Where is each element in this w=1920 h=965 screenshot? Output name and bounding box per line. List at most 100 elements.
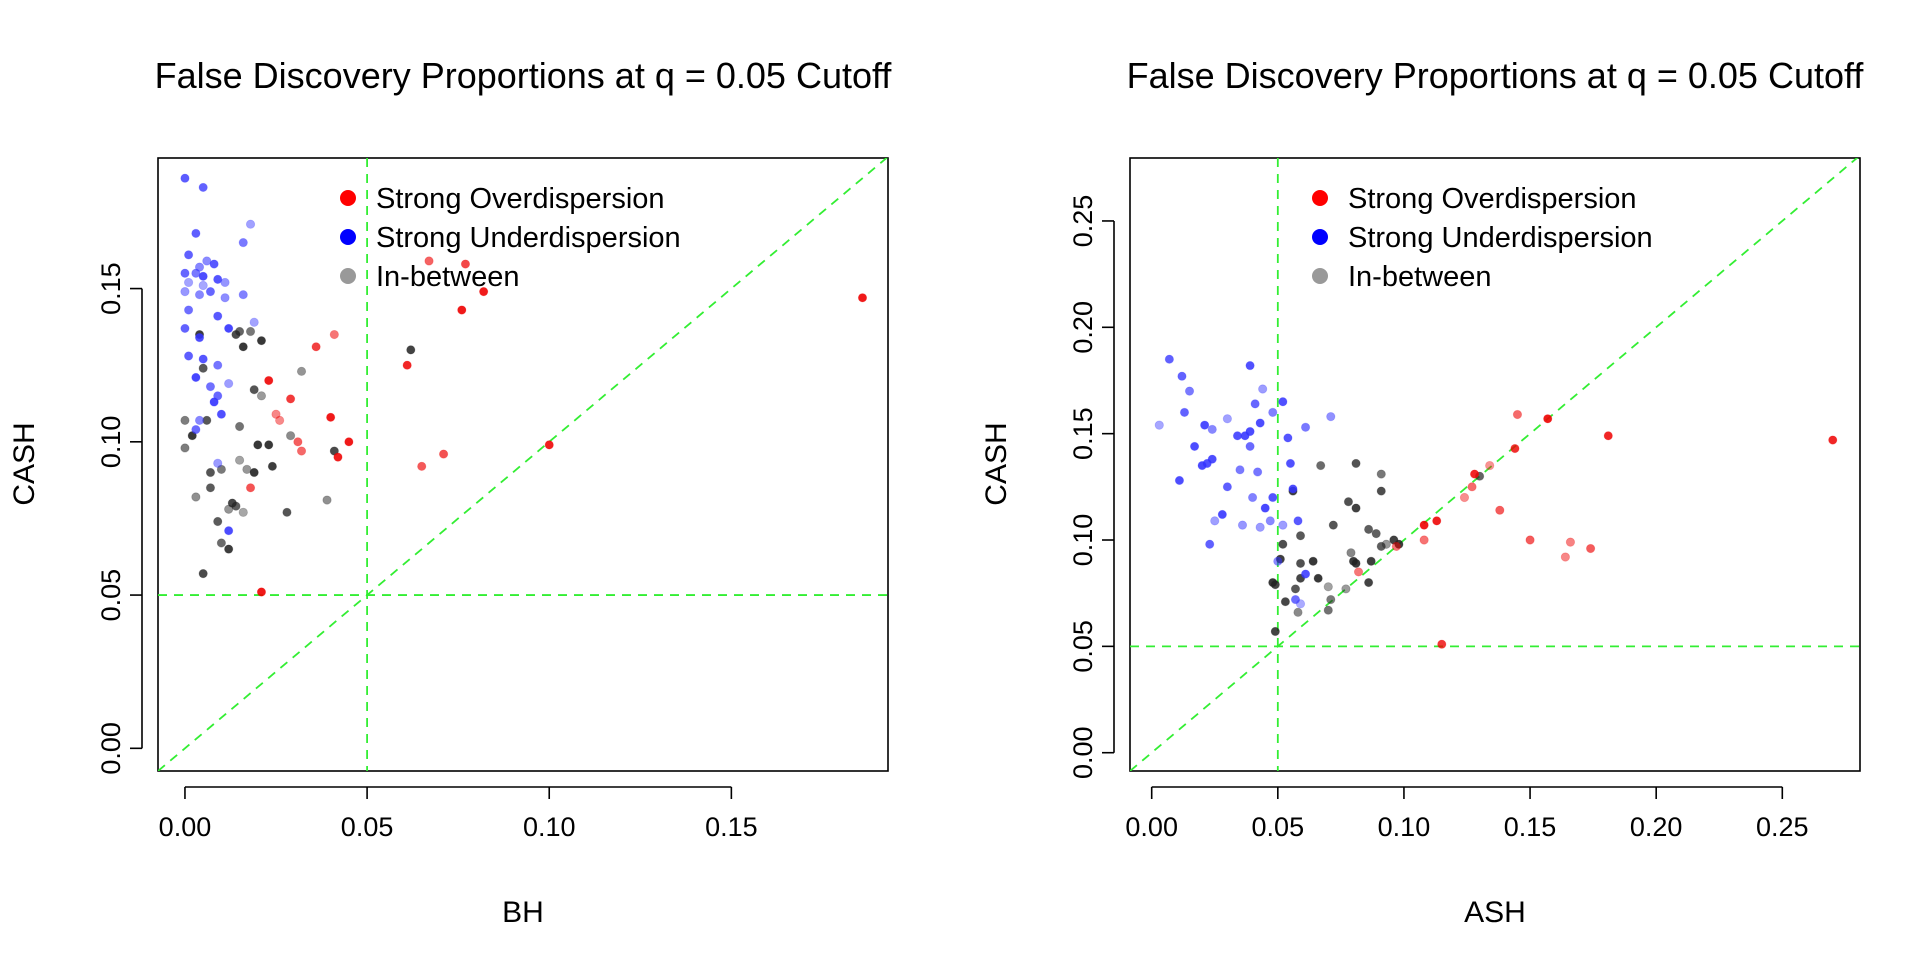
y-tick-label: 0.05: [96, 569, 126, 622]
data-point-in-between: [1366, 556, 1376, 566]
data-point-underdispersion: [1245, 426, 1255, 437]
data-point-underdispersion: [1288, 484, 1298, 494]
data-point-in-between: [238, 507, 248, 517]
data-point-underdispersion: [205, 382, 216, 392]
data-point-in-between: [180, 415, 190, 425]
data-point-overdispersion: [1560, 552, 1570, 562]
data-point-in-between: [231, 501, 241, 511]
data-point-overdispersion: [1437, 639, 1447, 649]
data-point-overdispersion: [1543, 414, 1553, 424]
data-point-overdispersion: [479, 287, 489, 297]
y-axis-label: CASH: [8, 422, 41, 505]
data-point-in-between: [238, 342, 248, 352]
data-point-underdispersion: [216, 409, 226, 419]
data-point-in-between: [213, 516, 223, 527]
data-point-overdispersion: [1512, 409, 1523, 420]
series-overdispersion: [245, 256, 868, 597]
data-point-underdispersion: [1184, 386, 1195, 396]
data-point-in-between: [191, 492, 201, 502]
data-point-underdispersion: [1255, 522, 1265, 532]
data-point-overdispersion: [544, 440, 554, 450]
data-point-underdispersion: [224, 378, 234, 389]
data-point-underdispersion: [1232, 431, 1243, 441]
data-point-underdispersion: [1300, 569, 1311, 579]
data-point-overdispersion: [417, 461, 427, 471]
data-point-in-between: [224, 504, 234, 514]
data-point-underdispersion: [238, 290, 248, 300]
data-point-in-between: [249, 467, 259, 478]
data-point-in-between: [322, 495, 332, 505]
x-tick-label: 0.15: [1504, 812, 1557, 842]
x-axis-label: ASH: [1464, 896, 1526, 929]
data-point-overdispersion: [1603, 431, 1613, 441]
legend-label-overdispersion: Strong Overdispersion: [376, 183, 665, 215]
data-point-overdispersion: [1565, 537, 1576, 547]
data-point-overdispersion: [293, 437, 303, 447]
data-point-overdispersion: [424, 256, 434, 266]
data-point-underdispersion: [183, 305, 194, 315]
data-point-overdispersion: [1353, 567, 1364, 577]
data-point-in-between: [264, 440, 274, 450]
data-point-in-between: [1323, 582, 1333, 592]
x-tick-label: 0.00: [159, 812, 212, 842]
data-point-underdispersion: [194, 415, 205, 425]
x-tick-label: 0.05: [1252, 812, 1305, 842]
y-tick-label: 0.00: [96, 722, 126, 775]
legend-marker-in-between: [1312, 268, 1328, 284]
data-point-underdispersion: [183, 277, 194, 288]
data-point-in-between: [205, 467, 216, 478]
data-point-underdispersion: [224, 323, 234, 334]
data-point-underdispersion: [191, 372, 201, 383]
data-point-in-between: [1364, 577, 1374, 588]
data-point-in-between: [231, 329, 241, 340]
data-point-underdispersion: [245, 219, 256, 229]
data-point-underdispersion: [1207, 424, 1217, 435]
chart-panel-right: False Discovery Proportions at q = 0.05 …: [980, 55, 1864, 929]
data-point-underdispersion: [1245, 441, 1255, 452]
data-point-underdispersion: [1177, 371, 1187, 381]
data-point-overdispersion: [333, 452, 343, 462]
data-point-underdispersion: [1174, 475, 1185, 486]
data-point-underdispersion: [1283, 433, 1293, 443]
x-axis-label: BH: [502, 896, 544, 929]
x-tick-label: 0.10: [523, 812, 576, 842]
data-point-underdispersion: [220, 293, 230, 303]
data-point-in-between: [180, 443, 190, 453]
legend-marker-underdispersion: [1312, 229, 1328, 245]
data-point-overdispersion: [275, 415, 285, 425]
plot-area-0: 0.00 0.05 0.10 0.15 0.00 0.05 0.10 0.15: [96, 157, 889, 842]
data-point-underdispersion: [1268, 492, 1278, 503]
data-point-in-between: [1346, 548, 1356, 558]
legend-label-overdispersion: Strong Overdispersion: [1348, 183, 1637, 215]
data-point-in-between: [1364, 524, 1374, 534]
legend: Strong Overdispersion Strong Underdisper…: [340, 183, 681, 293]
data-point-in-between: [1351, 503, 1361, 513]
x-tick-label: 0.15: [705, 812, 758, 842]
data-point-underdispersion: [1260, 503, 1270, 513]
data-point-in-between: [267, 461, 277, 471]
data-point-overdispersion: [1510, 443, 1520, 454]
data-point-underdispersion: [180, 287, 190, 297]
data-point-in-between: [1326, 594, 1336, 605]
data-point-in-between: [234, 421, 245, 432]
data-point-in-between: [1308, 556, 1318, 566]
data-point-overdispersion: [271, 409, 281, 419]
data-point-overdispersion: [1419, 535, 1429, 545]
legend-label-underdispersion: Strong Underdispersion: [1348, 222, 1653, 254]
data-point-in-between: [285, 431, 296, 441]
data-point-underdispersion: [1293, 516, 1303, 526]
data-point-overdispersion: [402, 360, 412, 370]
data-point-underdispersion: [198, 182, 208, 193]
data-point-overdispersion: [438, 449, 449, 459]
data-point-underdispersion: [205, 287, 216, 297]
data-point-underdispersion: [1326, 412, 1336, 422]
data-point-underdispersion: [1278, 520, 1288, 530]
legend-marker-overdispersion: [340, 190, 356, 206]
data-point-underdispersion: [191, 228, 201, 238]
data-point-overdispersion: [460, 259, 471, 269]
series-in-between: [1268, 458, 1485, 637]
data-point-underdispersion: [249, 317, 259, 327]
x-tick-label: 0.10: [1378, 812, 1431, 842]
data-point-underdispersion: [180, 173, 190, 183]
